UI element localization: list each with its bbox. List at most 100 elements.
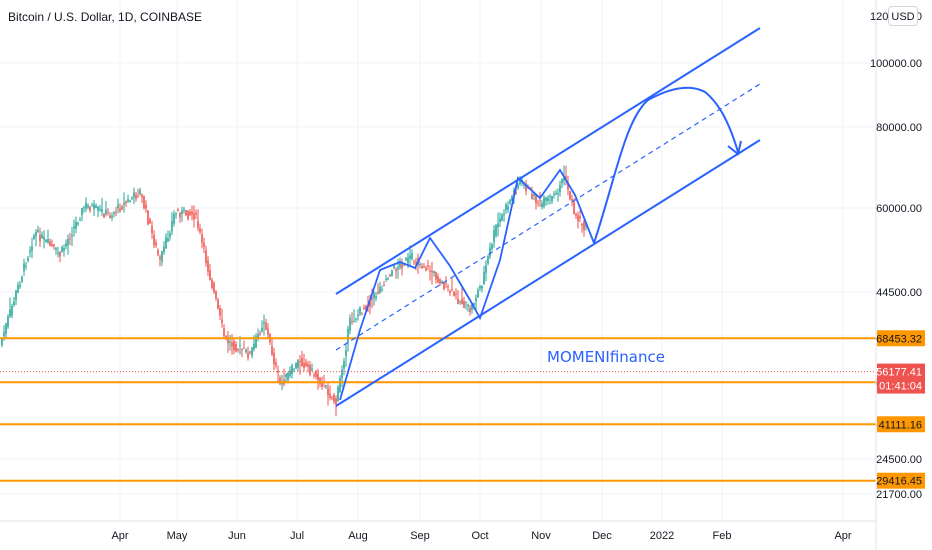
- candle-body: [107, 212, 109, 214]
- candle-body: [267, 328, 269, 335]
- candle-body: [375, 296, 377, 298]
- horizontal-levels: [0, 337, 876, 482]
- candle-body: [45, 239, 47, 243]
- candle-body: [449, 290, 451, 293]
- candle-body: [87, 205, 89, 208]
- candle-body: [51, 244, 53, 247]
- chart-title: Bitcoin / U.S. Dollar, 1D, COINBASE: [8, 10, 202, 24]
- candle-body: [97, 206, 99, 211]
- candle-body: [31, 246, 33, 251]
- candle-body: [503, 213, 505, 216]
- candle-body: [505, 204, 507, 210]
- candle-body: [25, 265, 27, 267]
- candle-body: [253, 343, 255, 350]
- candle-body: [41, 234, 43, 239]
- candle-body: [183, 209, 185, 211]
- candle-body: [409, 255, 411, 259]
- candle-body: [193, 213, 195, 220]
- candle-body: [479, 286, 481, 289]
- candle-body: [499, 218, 501, 222]
- price-tag-bg: [877, 416, 925, 433]
- candle-body: [377, 291, 379, 294]
- candle-body: [471, 303, 473, 310]
- candle-body: [433, 271, 435, 273]
- candle-body: [213, 282, 215, 293]
- candle-body: [519, 178, 521, 185]
- candle-body: [389, 274, 391, 277]
- candle-body: [225, 335, 227, 339]
- candle-body: [43, 236, 45, 240]
- candle-body: [81, 208, 83, 216]
- candle-body: [11, 305, 13, 316]
- channel-lower-line: [335, 139, 761, 407]
- candle-body: [175, 213, 177, 215]
- y-tick-label: 21700.00: [876, 489, 922, 501]
- candle-body: [489, 247, 491, 257]
- candle-body: [231, 342, 233, 347]
- x-tick-label: Sep: [410, 530, 430, 542]
- time-axis[interactable]: Apr May Jun Jul Aug Sep Oct Nov Dec 2022 Feb Apr: [111, 530, 851, 542]
- candle-body: [133, 192, 135, 197]
- candle-body: [103, 213, 105, 218]
- candle-body: [535, 194, 537, 204]
- last-price-label: 56177.41: [876, 367, 922, 379]
- candle-body: [95, 205, 97, 209]
- candle-body: [271, 346, 273, 355]
- x-tick-label: May: [167, 530, 188, 542]
- candle-body: [477, 290, 479, 298]
- candle-body: [131, 198, 133, 200]
- candle-body: [541, 203, 543, 207]
- candle-body: [67, 238, 69, 246]
- candle-body: [403, 263, 405, 266]
- candle-body: [467, 304, 469, 307]
- candle-body: [207, 260, 209, 272]
- candle-body: [551, 195, 553, 202]
- x-tick-label: 2022: [650, 530, 674, 542]
- candle-body: [399, 262, 401, 268]
- candle-body: [447, 286, 449, 288]
- candle-body: [173, 214, 175, 224]
- candle-body: [229, 341, 231, 343]
- currency-button[interactable]: USD: [888, 6, 918, 26]
- candle-body: [537, 202, 539, 204]
- candle-body: [101, 209, 103, 212]
- candle-body: [469, 307, 471, 313]
- candle-body: [153, 235, 155, 245]
- candle-body: [559, 185, 561, 192]
- candle-body: [203, 242, 205, 248]
- candle-body: [143, 196, 145, 209]
- channel-upper-line: [335, 27, 761, 295]
- candle-body: [171, 220, 173, 232]
- candle-body: [61, 246, 63, 253]
- candle-body: [17, 285, 19, 293]
- candle-body: [427, 265, 429, 267]
- candle-body: [261, 328, 263, 332]
- candle-body: [435, 271, 437, 280]
- y-tick-label: 100000.00: [870, 58, 922, 70]
- candle-body: [301, 357, 303, 367]
- candle-body: [209, 270, 211, 281]
- candle-body: [487, 256, 489, 264]
- x-tick-label: Dec: [592, 530, 612, 542]
- candle-body: [413, 260, 415, 262]
- candle-body: [13, 301, 15, 305]
- candle-body: [491, 244, 493, 250]
- candles: [1, 165, 587, 416]
- candle-body: [573, 201, 575, 215]
- candle-body: [303, 363, 305, 368]
- candle-body: [545, 197, 547, 201]
- projection-arrowhead: [727, 140, 742, 156]
- candle-body: [321, 381, 323, 387]
- candle-body: [83, 207, 85, 209]
- candle-body: [533, 194, 535, 196]
- candle-body: [547, 197, 549, 201]
- candle-body: [445, 282, 447, 284]
- candle-body: [147, 210, 149, 225]
- candle-body: [63, 248, 65, 251]
- candle-body: [483, 272, 485, 285]
- candle-body: [509, 199, 511, 204]
- candle-body: [285, 373, 287, 378]
- candle-body: [497, 223, 499, 228]
- candle-body: [141, 194, 143, 197]
